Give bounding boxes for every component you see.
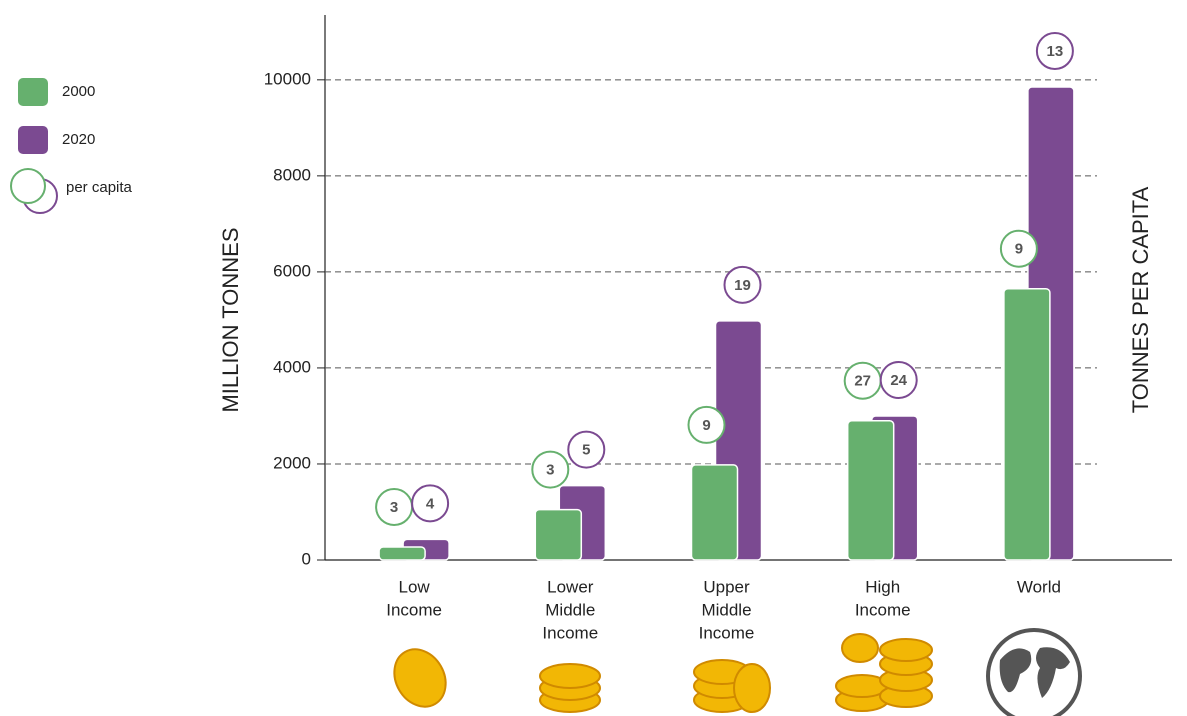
coin-icon (539, 663, 601, 689)
per-capita-label: 24 (890, 372, 907, 389)
x-tick-label: Upper (703, 577, 750, 596)
coin-icon (841, 633, 879, 663)
per-capita-circle (999, 229, 1038, 268)
per-capita-circle (531, 450, 570, 489)
y-tick-label: 0 (302, 549, 311, 568)
y-tick-label: 8000 (273, 165, 311, 184)
per-capita-circle (567, 430, 606, 469)
globe-land (999, 647, 1070, 698)
x-tick-label: Middle (701, 600, 751, 619)
per-capita-label: 3 (390, 499, 398, 516)
per-capita-label: 19 (734, 277, 751, 294)
legend-circle (10, 168, 46, 204)
per-capita-circle (1035, 32, 1074, 71)
per-capita-circle (723, 265, 762, 304)
x-tick-label: Income (699, 623, 755, 642)
y-tick-label: 2000 (273, 453, 311, 472)
x-tick-label: Income (386, 600, 442, 619)
y-tick-label: 10000 (264, 69, 311, 88)
x-tick-label: High (865, 577, 900, 596)
y-axis-label: MILLION TONNES (218, 227, 243, 412)
per-capita-label: 9 (1015, 241, 1023, 258)
icons (393, 628, 1082, 716)
per-capita-label: 9 (702, 417, 710, 434)
per-capita-label: 5 (582, 442, 590, 459)
coin-icon (393, 648, 447, 708)
per-capita-circle (411, 484, 450, 523)
legend: 2000 2020 per capita (10, 78, 133, 214)
x-tick-label: Income (542, 623, 598, 642)
per-capita-label: 4 (426, 495, 435, 512)
per-capita-label: 27 (854, 373, 871, 390)
y2-axis-label: TONNES PER CAPITA (1128, 186, 1153, 413)
bar (534, 508, 583, 561)
coin-icon (879, 638, 933, 662)
bar (846, 419, 895, 561)
legend-swatch (18, 78, 48, 106)
per-capita-circle (879, 360, 918, 399)
x-tick-label: Income (855, 600, 911, 619)
y-tick-label: 4000 (273, 357, 311, 376)
legend-swatch (18, 126, 48, 154)
x-tick-label: Low (399, 577, 431, 596)
y-tick-label: 6000 (273, 261, 311, 280)
x-tick-label: Middle (545, 600, 595, 619)
bar (690, 464, 739, 561)
legend-label: 2020 (62, 131, 95, 148)
per-capita-label: 13 (1047, 43, 1064, 60)
x-tick-label: World (1017, 577, 1061, 596)
per-capita-label: 3 (546, 462, 554, 479)
bar (1003, 287, 1051, 561)
x-tick-label: Lower (547, 577, 594, 596)
legend-label: per capita (66, 179, 133, 196)
legend-label: 2000 (62, 83, 95, 100)
coin-icon (733, 663, 771, 713)
bar (378, 546, 426, 561)
per-capita-circle (687, 405, 726, 444)
